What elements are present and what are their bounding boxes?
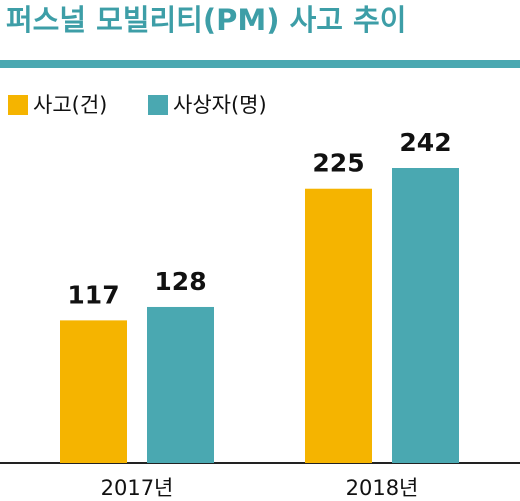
bar [392,168,459,463]
legend-label: 사고(건) [33,93,107,117]
value-label: 128 [154,267,206,296]
legend-label: 사상자(명) [173,93,267,117]
legend-swatch [8,95,28,115]
value-label: 225 [312,149,364,178]
bar [305,188,372,463]
legend-swatch [148,95,168,115]
value-label: 242 [399,128,451,157]
title-rule [0,60,520,68]
chart-title: 퍼스널 모빌리티(PM) 사고 추이 [6,3,406,37]
value-label: 117 [67,280,119,309]
bar [60,320,127,463]
bar [147,306,214,463]
x-tick-label: 2018년 [346,476,419,500]
x-tick-label: 2017년 [101,476,174,500]
